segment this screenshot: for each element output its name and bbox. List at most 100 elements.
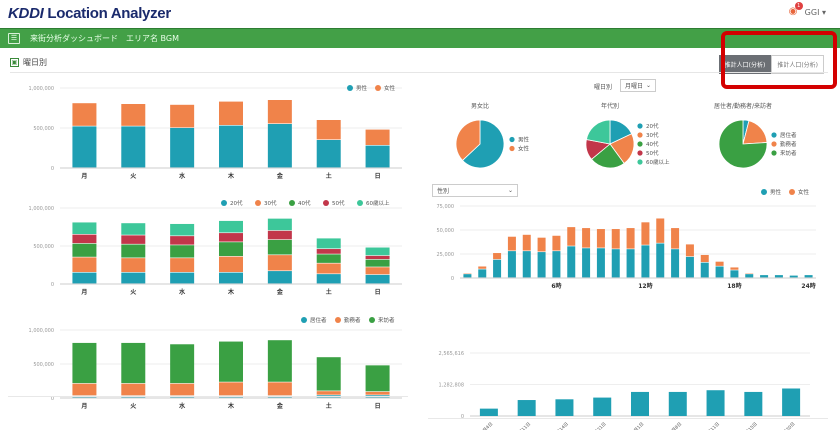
bar-segment [72, 257, 97, 272]
bar-segment [641, 245, 650, 278]
bar-segment [72, 383, 97, 396]
legend-label: 来訪者 [378, 316, 395, 324]
legend-marker [637, 141, 643, 147]
bar-segment [365, 365, 390, 392]
bar-segment [611, 249, 620, 278]
bar-segment [316, 357, 341, 391]
bar-segment [641, 222, 650, 245]
y-tick-label: 1,282,808 [439, 383, 464, 389]
legend-marker [289, 200, 295, 206]
y-tick-label: 0 [51, 166, 54, 172]
x-tick-label: 12時 [638, 282, 652, 290]
x-tick-label: 水 [179, 402, 186, 410]
bar [668, 391, 687, 416]
menu-toggle-button[interactable]: ☰ [8, 33, 20, 44]
logo-product: Location Analyzer [47, 5, 171, 22]
x-tick-label: 月 [80, 402, 87, 410]
y-tick-label: 0 [51, 396, 54, 402]
legend-marker [255, 200, 261, 206]
bar-segment [700, 262, 709, 278]
x-tick-label: 日 [375, 289, 381, 296]
bar-segment [537, 252, 546, 278]
bar-segment [611, 229, 620, 249]
legend-marker [375, 85, 381, 91]
legend-label: 男性 [356, 84, 368, 92]
user-name: GGI [804, 7, 820, 17]
bar-segment [267, 100, 292, 124]
bar-segment [267, 218, 292, 231]
bar-segment [121, 258, 146, 272]
legend-label: 来訪者 [780, 149, 797, 157]
weekday-select[interactable]: 月曜日 ⌄ [620, 79, 656, 92]
legend-label: 40代 [646, 140, 659, 148]
y-tick-label: 50,000 [437, 228, 455, 234]
legend-marker [789, 189, 795, 195]
bar-segment [596, 248, 605, 278]
legend-label: 60歳以上 [646, 158, 670, 166]
breadcrumb: 来街分析ダッシュボード エリア名 BGM [30, 33, 179, 44]
legend-label: 勤務者 [780, 140, 797, 148]
legend-label: 男性 [770, 188, 782, 196]
bar-segment [567, 227, 576, 246]
bar-segment [316, 140, 341, 168]
x-tick-label: 2020年3月21日 [579, 420, 608, 430]
hourly-filter-select[interactable]: 性別 ⌄ [432, 184, 518, 197]
bar-segment [121, 383, 146, 396]
bar-segment [170, 236, 195, 245]
bar-segment [72, 126, 97, 168]
y-tick-label: 500,000 [33, 126, 54, 132]
bar-segment [219, 341, 243, 382]
bar-segment [72, 103, 97, 126]
legend-marker [771, 141, 777, 147]
bar-segment [121, 126, 146, 168]
bar-segment [72, 234, 97, 244]
main-content: ▣ 曜日別 推計人口(分析) 推計人口(分析) 月曜日 ⌄ 曜日別 性別 ⌄ 0 50… [0, 48, 840, 430]
x-tick-label: 18時 [727, 282, 741, 290]
user-menu[interactable]: GGI ▾ [805, 8, 826, 17]
section-title: 曜日別 [23, 58, 47, 67]
section-divider [10, 72, 828, 73]
bar-segment [316, 254, 341, 263]
y-tick-label: 0 [51, 282, 54, 288]
bar-segment [685, 256, 694, 278]
x-tick-label: 金 [276, 288, 284, 296]
bar-segment [365, 145, 390, 168]
pie-slice [455, 119, 481, 161]
legend-label: 勤務者 [344, 316, 361, 324]
x-tick-label: 2020年3月11日 [503, 420, 532, 430]
bar-segment [478, 266, 487, 269]
bar-segment [596, 229, 605, 248]
legend-marker [509, 145, 515, 152]
toggle-option-2[interactable]: 推計人口(分析) [771, 55, 824, 74]
pie-title: 年代別 [601, 102, 619, 110]
user-area: ◉ 1 GGI ▾ [789, 2, 826, 18]
breadcrumb-item[interactable]: 来街分析ダッシュボード [30, 34, 118, 43]
bar-segment [121, 104, 146, 126]
section-header: ▣ 曜日別 [10, 57, 47, 68]
panel-bottom-border [428, 418, 828, 419]
bar-segment [170, 272, 195, 284]
y-tick-label: 1,000,000 [29, 206, 54, 212]
legend-marker [221, 200, 227, 206]
bar-segment [715, 266, 724, 278]
bar-segment [219, 125, 243, 168]
bar-segment [267, 255, 292, 271]
x-tick-label: 火 [130, 173, 137, 180]
legend-marker [637, 150, 643, 156]
bar-segment [219, 242, 243, 257]
x-tick-label: 木 [227, 402, 235, 410]
notification-button[interactable]: ◉ 1 [789, 2, 803, 18]
bar-segment [219, 272, 243, 284]
bar-segment [626, 249, 635, 278]
bar-segment [365, 267, 390, 275]
pie-slice [609, 133, 635, 164]
bar [706, 390, 725, 416]
legend-marker [637, 123, 643, 129]
legend-marker [323, 200, 329, 206]
bar-segment [170, 258, 195, 272]
caret-down-icon: ▾ [821, 7, 826, 17]
toggle-option-1[interactable]: 推計人口(分析) [718, 55, 772, 74]
legend-label: 女性 [798, 188, 810, 196]
weekday-select-value: 月曜日 [625, 83, 644, 90]
bar-segment [170, 344, 195, 384]
